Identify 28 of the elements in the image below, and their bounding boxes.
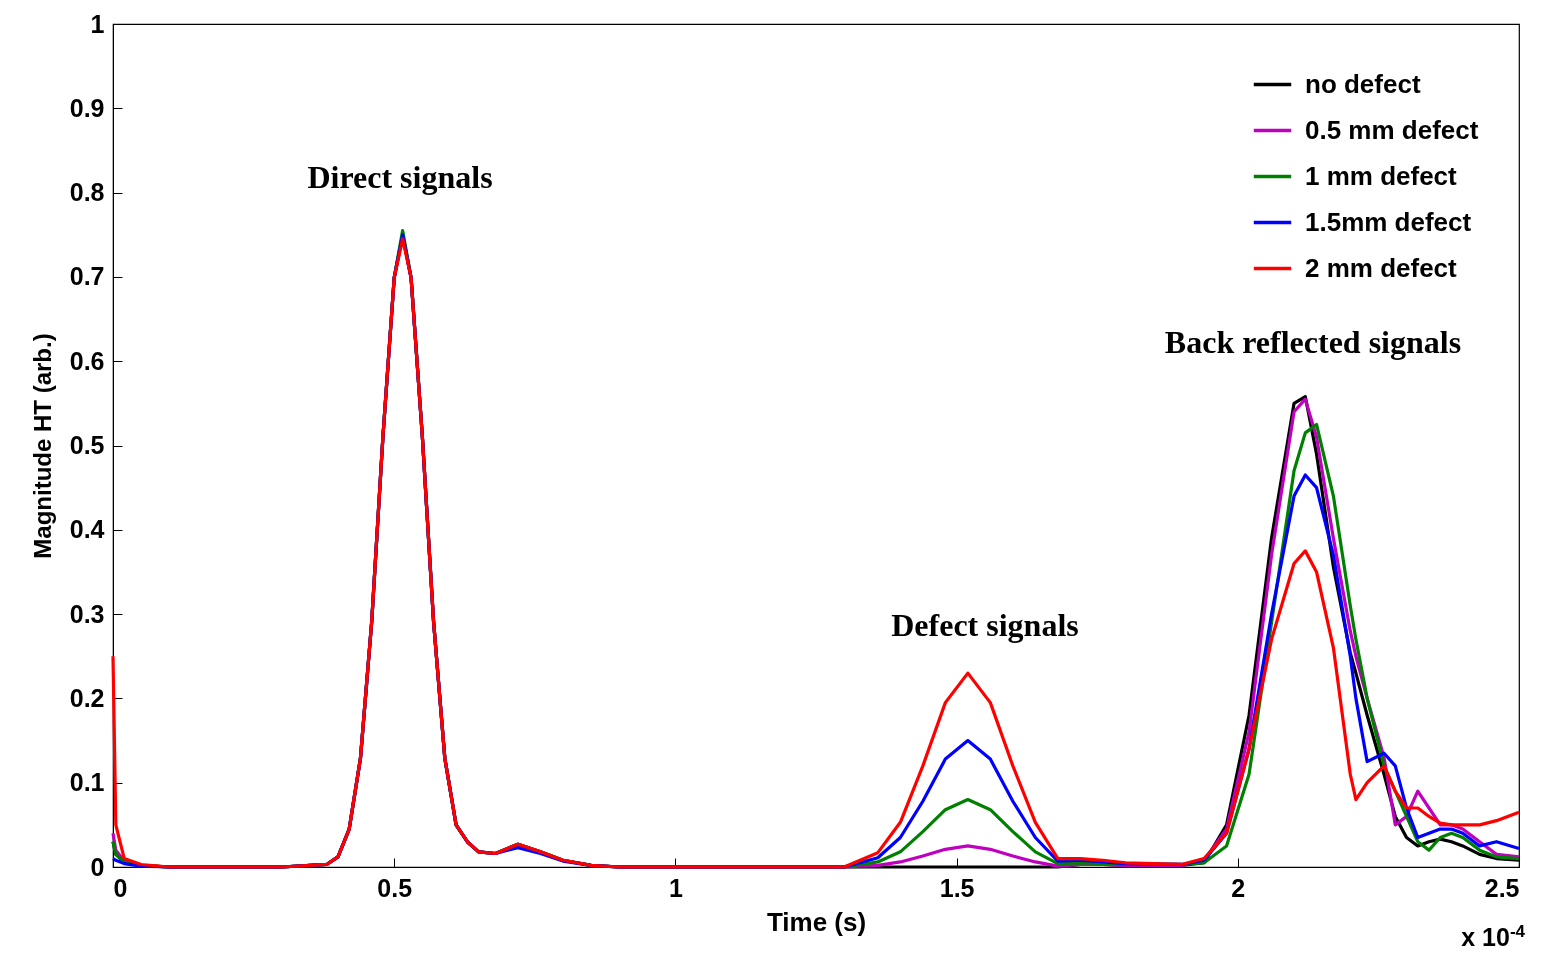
legend-label: 1 mm defect bbox=[1305, 160, 1458, 191]
text: x 10$^{-4}$ bbox=[1461, 922, 1525, 953]
y-tick-label: 1 bbox=[90, 9, 105, 38]
x-tick-label: 2 bbox=[1231, 873, 1246, 902]
x-tick-label: 1 bbox=[668, 873, 683, 902]
annotation: Defect signals bbox=[891, 606, 1079, 644]
x-axis-title: Time (s) bbox=[766, 906, 867, 937]
y-tick-label: 0.3 bbox=[69, 599, 105, 628]
legend-label: 1.5mm defect bbox=[1305, 206, 1472, 237]
y-tick-label: 0.7 bbox=[69, 262, 105, 291]
y-tick-label: 0.2 bbox=[69, 683, 105, 712]
y-axis-title: Magnitude HT (arb.) bbox=[28, 333, 56, 559]
y-tick-label: 0 bbox=[90, 852, 105, 881]
x-tick-label: 1.5 bbox=[939, 873, 975, 902]
y-tick-label: 0.8 bbox=[69, 178, 105, 207]
y-tick-label: 0.4 bbox=[69, 515, 105, 544]
legend-label: 0.5 mm defect bbox=[1305, 114, 1479, 145]
x-tick-label: 0 bbox=[113, 873, 128, 902]
y-tick-label: 0.9 bbox=[69, 93, 105, 122]
legend-label: no defect bbox=[1305, 68, 1421, 99]
x-tick-label: 2.5 bbox=[1484, 873, 1520, 902]
x-tick-label: 0.5 bbox=[377, 873, 413, 902]
y-tick-label: 0.1 bbox=[69, 768, 105, 797]
y-tick-label: 0.6 bbox=[69, 346, 105, 375]
annotation: Back reflected signals bbox=[1164, 323, 1462, 361]
legend-label: 2 mm defect bbox=[1305, 252, 1458, 283]
y-tick-label: 0.5 bbox=[69, 431, 105, 459]
annotation: Direct signals bbox=[307, 158, 493, 196]
